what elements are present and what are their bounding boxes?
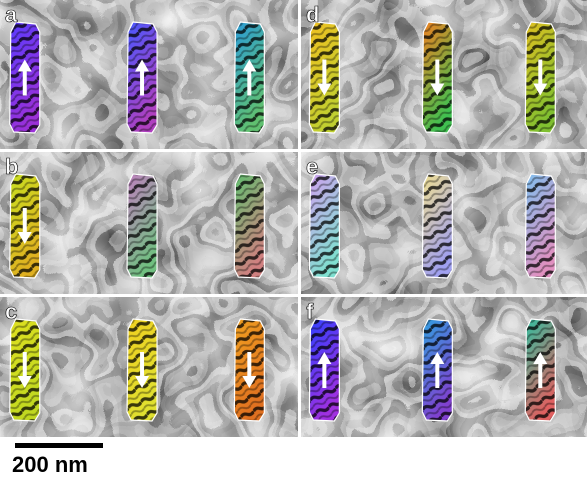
magnet [422,174,452,278]
panel-label: f [306,299,314,324]
panel-label: a [5,2,18,27]
magnet [127,174,157,278]
magnet [525,174,555,278]
panel-label: d [306,2,319,27]
page: {"panels": [{"label": "a"}, {"label": "b… [0,0,587,477]
magnet-stripes [309,174,339,278]
magnet-stripes [127,174,157,278]
magnet [309,174,339,278]
figure: 200 nm a b c d e f [0,0,587,477]
panel-label: c [5,299,17,324]
magnet [234,174,264,278]
panel-label: e [306,154,318,179]
magnet-stripes [234,174,264,278]
magnet-stripes [525,174,555,278]
magnet-stripes [422,174,452,278]
scale-bar-label: 200 nm [12,452,88,477]
panel-label: b [5,154,18,179]
scale-bar [15,443,103,448]
